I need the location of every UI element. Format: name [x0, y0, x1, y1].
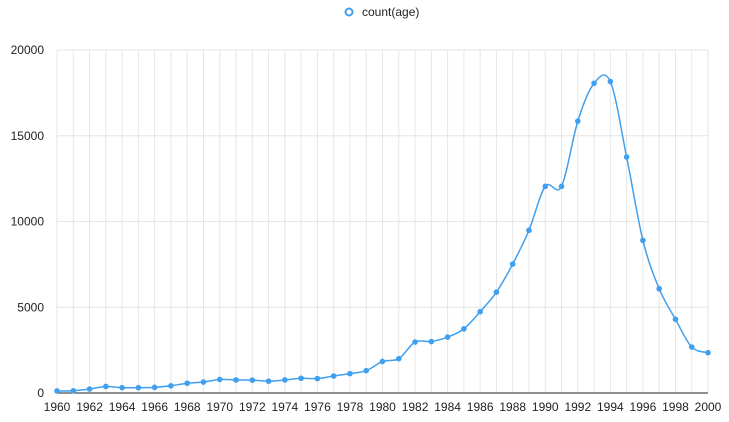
- data-point: [70, 387, 77, 394]
- x-tick-label: 1978: [337, 400, 364, 414]
- y-tick-label: 15000: [11, 129, 45, 143]
- data-point: [607, 78, 614, 85]
- y-tick-label: 0: [37, 386, 44, 400]
- x-axis-tick-labels: 1960 1962 1964 1966 1968 1970 1972 1974 1976 1978…: [44, 400, 722, 414]
- x-tick-label: 1970: [206, 400, 233, 414]
- x-tick-label: 1980: [369, 400, 396, 414]
- data-point: [412, 339, 418, 345]
- data-point: [265, 378, 272, 384]
- data-point: [216, 376, 223, 383]
- x-tick-label: 1972: [239, 400, 266, 414]
- x-tick-label: 1976: [304, 400, 331, 414]
- data-point: [379, 358, 386, 365]
- data-point: [623, 154, 630, 160]
- data-point: [428, 338, 435, 345]
- x-tick-label: 1968: [174, 400, 201, 414]
- x-tick-label: 1988: [499, 400, 526, 414]
- x-tick-label: 1964: [109, 400, 136, 414]
- y-axis-tick-labels: 0 5000 10000 15000 20000: [11, 43, 45, 400]
- data-point: [493, 289, 500, 295]
- x-tick-label: 1960: [44, 400, 71, 414]
- data-points: [54, 78, 711, 394]
- data-point: [103, 383, 109, 390]
- data-point: [575, 118, 581, 124]
- data-point: [640, 237, 646, 244]
- data-point: [119, 384, 125, 391]
- data-point: [135, 384, 142, 391]
- data-point: [233, 377, 239, 383]
- data-point: [151, 384, 158, 391]
- data-point: [591, 80, 597, 87]
- data-point: [282, 377, 288, 383]
- x-tick-label: 1984: [434, 400, 461, 414]
- data-point: [558, 183, 565, 190]
- y-tick-label: 20000: [11, 43, 45, 57]
- data-point: [395, 355, 402, 362]
- x-tick-label: 2000: [695, 400, 722, 414]
- data-point: [54, 388, 60, 394]
- data-point: [461, 326, 467, 332]
- data-point: [509, 261, 516, 267]
- data-point: [542, 183, 549, 190]
- data-point: [477, 308, 483, 315]
- data-point: [298, 375, 304, 382]
- x-tick-label: 1962: [76, 400, 103, 414]
- data-point: [363, 367, 370, 374]
- x-tick-label: 1974: [271, 400, 298, 414]
- x-tick-label: 1996: [630, 400, 657, 414]
- data-point: [705, 349, 711, 356]
- data-point: [168, 382, 174, 389]
- legend-marker-icon: [344, 7, 354, 17]
- x-tick-label: 1982: [402, 400, 429, 414]
- x-tick-label: 1992: [564, 400, 591, 414]
- data-point: [347, 370, 353, 377]
- data-point: [688, 344, 695, 350]
- data-point: [86, 386, 93, 392]
- y-tick-label: 10000: [11, 215, 45, 229]
- data-point: [200, 379, 207, 385]
- y-tick-label: 5000: [17, 300, 44, 314]
- data-point: [249, 377, 256, 383]
- data-point: [656, 285, 662, 292]
- data-point: [444, 334, 451, 340]
- data-point: [672, 316, 679, 323]
- legend[interactable]: count(age): [344, 5, 420, 19]
- data-point: [314, 375, 321, 382]
- data-point: [526, 227, 532, 234]
- x-tick-label: 1998: [662, 400, 689, 414]
- data-point: [184, 380, 190, 387]
- data-point: [330, 373, 337, 379]
- x-tick-label: 1966: [141, 400, 168, 414]
- x-tick-label: 1990: [532, 400, 559, 414]
- x-tick-label: 1994: [597, 400, 624, 414]
- x-tick-label: 1986: [467, 400, 494, 414]
- grid: [56, 49, 709, 394]
- legend-label: count(age): [362, 5, 419, 19]
